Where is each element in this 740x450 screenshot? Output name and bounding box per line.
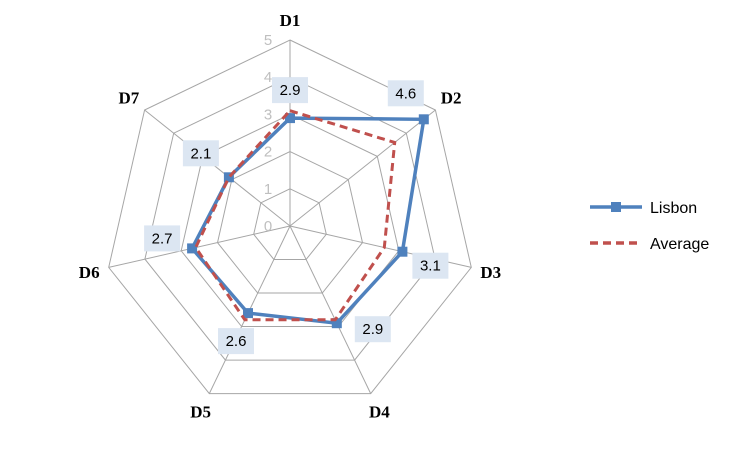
spoke-d7 <box>144 109 291 227</box>
grid-ring-3 <box>180 113 400 327</box>
tick-label: 1 <box>264 181 272 198</box>
data-point-lisbon <box>285 113 295 124</box>
data-label: 2.6 <box>226 333 247 350</box>
series-layer <box>187 108 429 329</box>
data-label-box <box>182 140 219 167</box>
axis-label-d4: D4 <box>369 403 390 422</box>
grid-ring-1 <box>253 188 327 260</box>
data-label-box <box>272 77 308 104</box>
axis-label-d3: D3 <box>480 263 501 282</box>
data-labels: 2.9 4.6 3.1 2.9 2.6 2.7 2.1 <box>144 77 449 355</box>
data-point-lisbon <box>397 246 408 257</box>
axis-label-d7: D7 <box>119 89 140 108</box>
legend-marker-lisbon <box>611 202 621 212</box>
series-line-lisbon <box>190 116 426 326</box>
data-point-lisbon <box>187 243 198 254</box>
grid-ring-2 <box>216 151 364 294</box>
axis-label-d1: D1 <box>280 11 301 30</box>
data-point-lisbon <box>223 172 234 183</box>
spoke-d4 <box>289 225 372 394</box>
legend-label-average: Average <box>650 236 709 253</box>
tick-label: 0 <box>264 218 272 235</box>
grid-ring-5 <box>108 39 472 395</box>
data-label: 2.9 <box>280 82 301 99</box>
tick-label: 4 <box>264 69 272 86</box>
data-label-box <box>218 328 254 355</box>
tick-label: 5 <box>264 32 272 49</box>
axis-label-d6: D6 <box>79 263 100 282</box>
grid-ring-4 <box>144 76 436 361</box>
data-label: 3.1 <box>420 258 441 275</box>
data-point-lisbon <box>418 114 429 125</box>
spoke-d6 <box>108 225 291 268</box>
radar-grid <box>108 39 472 395</box>
tick-label: 3 <box>264 106 272 123</box>
category-axis-labels: D1 D2 D3 D4 D5 D6 D7 <box>79 11 501 422</box>
spoke-d2 <box>289 109 436 227</box>
data-label-box <box>412 252 449 279</box>
data-label-box <box>144 225 181 252</box>
data-point-lisbon <box>243 308 253 319</box>
radar-spokes <box>108 40 472 394</box>
data-label: 2.9 <box>362 321 383 338</box>
radial-tick-labels: 0 1 2 3 4 5 <box>264 32 272 235</box>
axis-label-d5: D5 <box>190 403 211 422</box>
data-label-box <box>354 316 391 343</box>
axis-label-d2: D2 <box>441 89 462 108</box>
legend: Lisbon Average <box>590 200 709 253</box>
data-label: 4.6 <box>395 85 416 102</box>
legend-label-lisbon: Lisbon <box>650 200 697 217</box>
data-label: 2.1 <box>190 145 211 162</box>
tick-label: 2 <box>264 144 272 161</box>
data-point-lisbon <box>331 318 342 329</box>
data-label: 2.7 <box>152 230 173 247</box>
data-label-box <box>387 80 424 107</box>
